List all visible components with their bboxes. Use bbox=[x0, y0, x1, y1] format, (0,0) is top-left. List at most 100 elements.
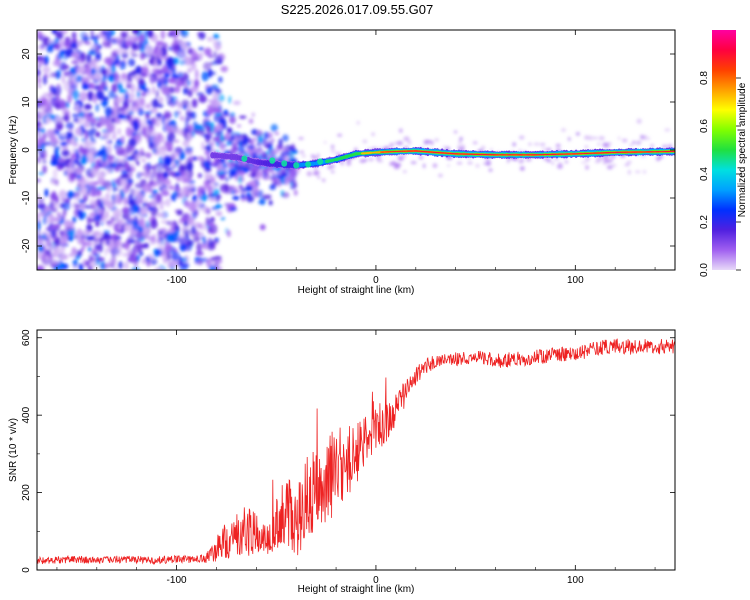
spectrogram-noise-blob bbox=[159, 145, 168, 151]
spectrogram-noise-blob bbox=[163, 72, 171, 78]
spectrogram-halo-blob bbox=[376, 156, 381, 161]
spectrogram-noise-blob bbox=[165, 56, 175, 67]
spectrogram-noise-blob bbox=[116, 178, 121, 187]
spectrogram-noise-blob bbox=[142, 116, 149, 127]
spectrogram-noise-blob bbox=[159, 182, 163, 188]
spectrogram-noise-blob bbox=[63, 198, 70, 203]
spectrogram-noise-blob bbox=[186, 60, 191, 67]
spectrogram-noise-blob bbox=[81, 52, 86, 62]
spectrogram-noise-blob bbox=[131, 30, 140, 35]
spectrogram-noise-blob bbox=[119, 60, 126, 71]
spectrogram-halo-blob bbox=[650, 144, 654, 148]
spectrogram-noise-blob bbox=[117, 219, 124, 225]
spectrogram-ytick-label: 10 bbox=[21, 96, 32, 108]
spectrogram-transition-blob bbox=[282, 134, 289, 142]
spectrogram-transition-blob bbox=[254, 175, 261, 181]
spectrogram-noise-blob bbox=[75, 127, 82, 136]
spectrogram-noise-blob bbox=[51, 156, 56, 164]
spectrogram-halo-blob bbox=[606, 165, 613, 170]
spectrogram-noise-blob bbox=[137, 40, 143, 50]
spectrogram-noise-blob bbox=[168, 77, 176, 84]
spectrogram-transition-blob bbox=[208, 54, 214, 59]
spectrogram-halo-blob bbox=[402, 170, 407, 173]
spectrogram-transition-blob bbox=[239, 115, 247, 119]
snr-xtick-label: 100 bbox=[567, 575, 584, 586]
spectrogram-transition-blob bbox=[288, 168, 292, 174]
spectrogram-noise-blob bbox=[121, 212, 130, 220]
spectrogram-noise-blob bbox=[47, 94, 54, 105]
spectrogram-halo-blob bbox=[467, 161, 473, 165]
spectrogram-noise-blob bbox=[190, 111, 197, 120]
spectrogram-halo-blob bbox=[629, 143, 633, 147]
spectrogram-halo-blob bbox=[561, 128, 566, 132]
spectrogram-halo-blob bbox=[595, 157, 603, 162]
spectrogram-transition-blob bbox=[218, 195, 222, 199]
spectrogram-halo-blob bbox=[588, 135, 593, 141]
spectrogram-noise-blob bbox=[79, 200, 86, 211]
spectrogram-noise-blob bbox=[55, 116, 65, 125]
spectrogram-transition-blob bbox=[213, 107, 222, 114]
spectrogram-noise-blob bbox=[106, 140, 110, 145]
spectrogram-transition-blob bbox=[209, 141, 214, 147]
spectrogram-noise-blob bbox=[137, 77, 145, 86]
spectrogram-halo-blob bbox=[485, 162, 489, 166]
spectrogram-transition-blob bbox=[204, 145, 212, 151]
spectrogram-noise-blob bbox=[44, 141, 52, 146]
spectrogram-noise-blob bbox=[112, 162, 117, 169]
spectrogram-noise-blob bbox=[110, 257, 117, 266]
spectrogram-noise-blob bbox=[63, 81, 71, 92]
spectrogram-noise-blob bbox=[131, 162, 135, 168]
spectrogram-transition-blob bbox=[204, 120, 212, 127]
spectrogram-noise-blob bbox=[57, 53, 65, 61]
spectrogram-noise-blob bbox=[187, 47, 193, 55]
spectrogram-noise-blob bbox=[144, 111, 153, 115]
spectrogram-halo-blob bbox=[647, 137, 651, 141]
spectrogram-halo-blob bbox=[438, 173, 443, 178]
spectrogram-noise-blob bbox=[46, 45, 55, 53]
spectrogram-noise-blob bbox=[78, 146, 85, 154]
spectrogram-halo-blob bbox=[299, 150, 305, 154]
spectrogram-noise-blob bbox=[155, 165, 164, 173]
spectrogram-noise-blob bbox=[179, 50, 186, 56]
spectrogram-noise-blob bbox=[198, 47, 205, 51]
spectrogram-transition-blob bbox=[211, 192, 216, 199]
spectrogram-halo-blob bbox=[330, 144, 335, 149]
spectrogram-noise-blob bbox=[135, 65, 143, 75]
spectrogram-halo-blob bbox=[472, 141, 478, 145]
spectrogram-noise-blob bbox=[194, 69, 199, 80]
spectrogram-noise-blob bbox=[71, 60, 79, 65]
spectrogram-transition-blob bbox=[226, 140, 232, 146]
spectrogram-noise-blob bbox=[122, 206, 130, 215]
spectrogram-noise-blob bbox=[47, 74, 52, 79]
spectrogram-noise-blob bbox=[136, 160, 140, 166]
spectrogram-noise-blob bbox=[49, 244, 57, 250]
spectrogram-transition-blob bbox=[277, 175, 284, 179]
spectrogram-noise-blob bbox=[90, 259, 97, 269]
spectrogram-noise-blob bbox=[169, 124, 176, 129]
spectrogram-noise-blob bbox=[208, 197, 218, 202]
spectrogram-transition-blob bbox=[270, 138, 275, 142]
spectrogram-noise-blob bbox=[171, 74, 180, 79]
snr-ytick-label: 400 bbox=[21, 406, 32, 423]
spectrogram-transition-blob bbox=[238, 171, 246, 175]
spectrogram-transition-blob bbox=[237, 140, 243, 146]
spectrogram-halo-blob bbox=[664, 128, 671, 132]
spectrogram-noise-blob bbox=[168, 185, 175, 190]
spectrogram-noise-blob bbox=[156, 114, 162, 121]
spectrogram-halo-blob bbox=[346, 161, 352, 166]
spectrogram-noise-blob bbox=[54, 130, 60, 135]
spectrogram-halo-blob bbox=[602, 142, 608, 148]
spectrogram-noise-blob bbox=[161, 86, 171, 96]
spectrogram-noise-blob bbox=[64, 170, 68, 177]
spectrogram-noise-blob bbox=[72, 259, 78, 268]
spectrogram-transition-blob bbox=[206, 124, 212, 133]
spectrogram-halo-blob bbox=[551, 161, 555, 165]
spectrogram-noise-blob bbox=[164, 168, 172, 172]
spectrogram-noise-blob bbox=[117, 224, 122, 231]
spectrogram-noise-blob bbox=[214, 55, 223, 65]
spectrogram-noise-blob bbox=[84, 204, 93, 209]
spectrogram-halo-blob bbox=[316, 153, 320, 158]
spectrogram-transition-blob bbox=[266, 132, 273, 139]
spectrogram-transition-blob bbox=[268, 143, 272, 152]
